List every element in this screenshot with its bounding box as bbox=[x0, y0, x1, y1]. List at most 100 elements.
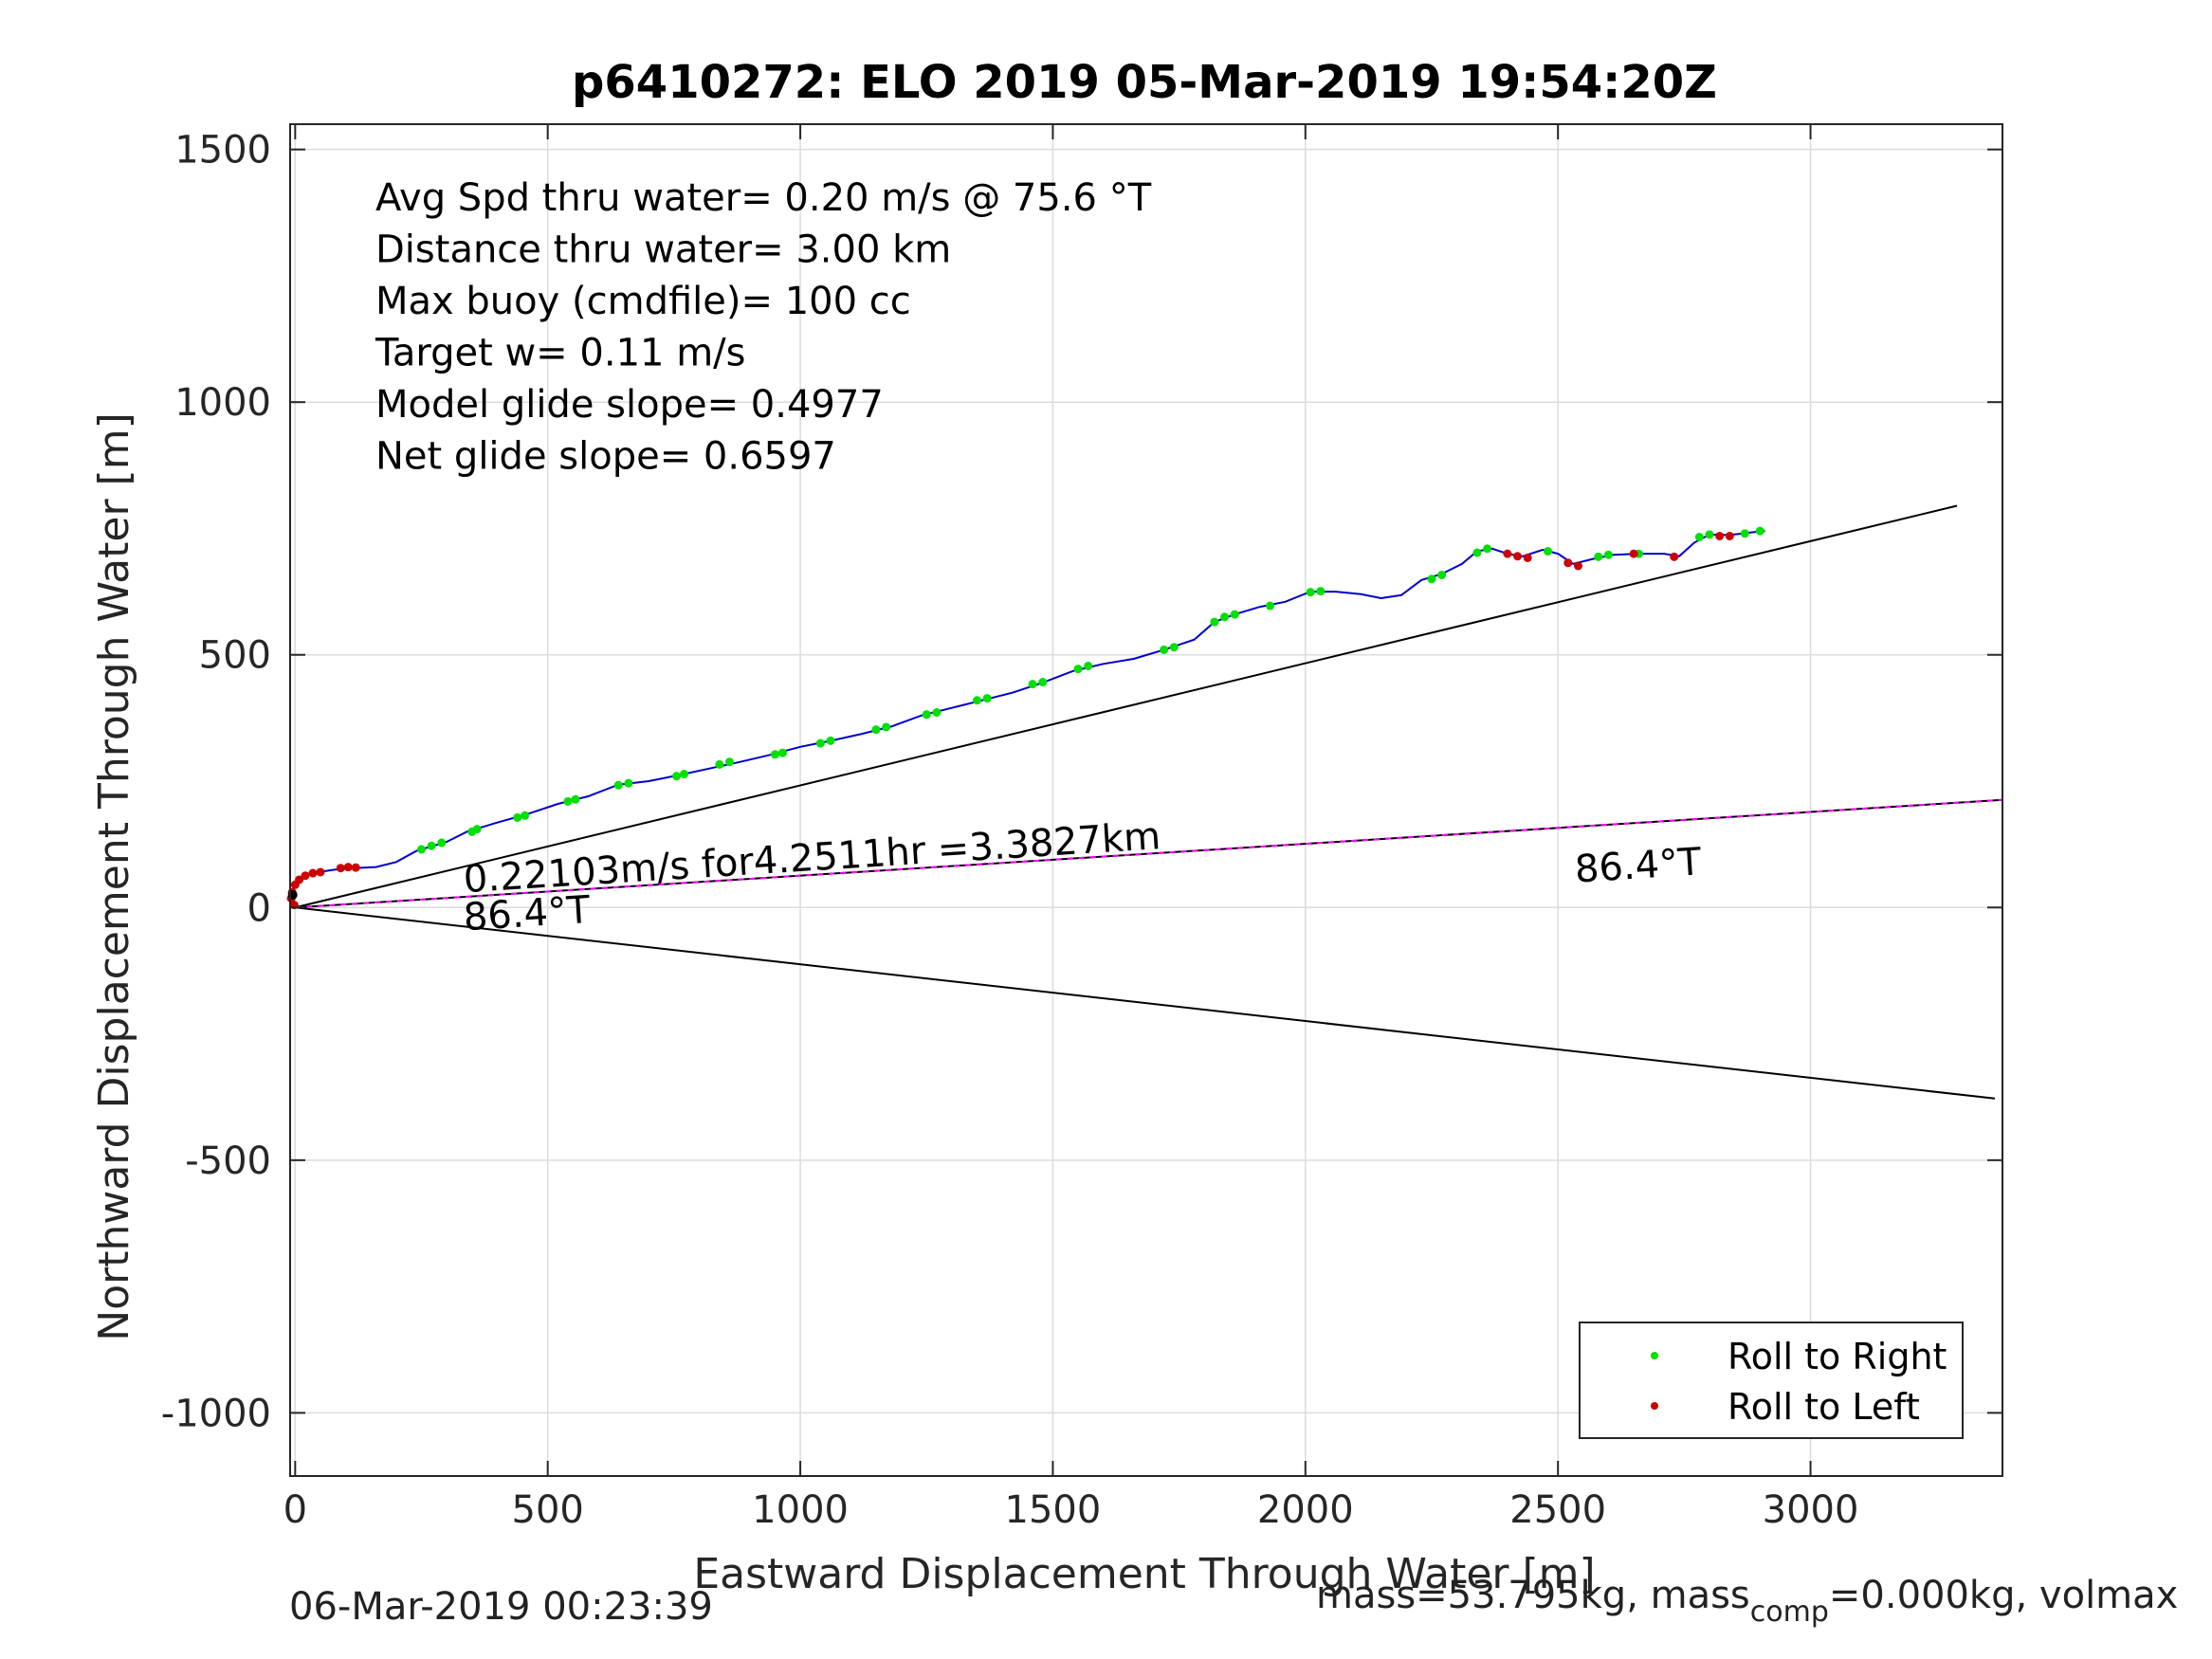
roll-point bbox=[1503, 549, 1512, 558]
info-line: Avg Spd thru water= 0.20 m/s @ 75.6 °T bbox=[375, 176, 1152, 220]
roll-point bbox=[1483, 544, 1492, 554]
x-tick-label: 2500 bbox=[1509, 1488, 1606, 1532]
info-line: Max buoy (cmdfile)= 100 cc bbox=[375, 280, 911, 323]
x-tick-label: 1000 bbox=[752, 1488, 849, 1532]
x-tick-label: 0 bbox=[283, 1488, 307, 1532]
annotations: 0.22103m/s for4.2511hr =3.3827km86.4°T86… bbox=[463, 814, 1704, 939]
roll-point bbox=[343, 863, 353, 872]
legend-marker bbox=[1651, 1352, 1658, 1359]
roll-point bbox=[427, 841, 436, 850]
roll-point bbox=[1563, 558, 1573, 568]
footer-timestamp: 06-Mar-2019 00:23:39 bbox=[289, 1585, 713, 1629]
info-line: Net glide slope= 0.6597 bbox=[375, 435, 836, 479]
x-tick-label: 500 bbox=[512, 1488, 584, 1532]
roll-point bbox=[1437, 571, 1447, 580]
roll-point bbox=[1670, 552, 1679, 561]
roll-point bbox=[1705, 530, 1714, 539]
roll-point bbox=[571, 794, 580, 804]
roll-point bbox=[826, 736, 835, 745]
legend-box bbox=[1579, 1322, 1964, 1439]
roll-point bbox=[1230, 610, 1239, 619]
legend: Roll to Right Roll to Left bbox=[1579, 1322, 1964, 1439]
roll-point bbox=[1629, 549, 1638, 558]
roll-point bbox=[1028, 680, 1037, 689]
roll-point bbox=[1316, 587, 1325, 596]
roll-point bbox=[815, 738, 825, 748]
roll-point bbox=[1740, 529, 1749, 538]
roll-point bbox=[777, 748, 787, 757]
roll-point bbox=[301, 871, 310, 881]
roll-point bbox=[1715, 531, 1725, 540]
roll-point bbox=[351, 863, 360, 872]
roll-point bbox=[1472, 548, 1482, 557]
roll-point bbox=[1266, 601, 1275, 611]
roll-point bbox=[1160, 645, 1169, 654]
roll-point bbox=[973, 696, 982, 705]
roll-point bbox=[336, 864, 345, 873]
roll-point bbox=[715, 759, 724, 769]
legend-label: Roll to Right bbox=[1728, 1336, 1947, 1377]
roll-point bbox=[1169, 643, 1179, 652]
y-tick-label: -1000 bbox=[161, 1392, 271, 1435]
axes-box bbox=[289, 123, 2003, 1477]
roll-point bbox=[308, 868, 318, 878]
roll-point bbox=[1755, 526, 1764, 536]
heading-line bbox=[295, 504, 1958, 909]
roll-point bbox=[513, 812, 522, 822]
roll-point bbox=[1544, 546, 1553, 556]
footer-mass-rest: =0.000kg, volmax bbox=[1828, 1574, 2179, 1617]
footer-mass-sub: comp bbox=[1749, 1595, 1829, 1629]
grid bbox=[290, 124, 2002, 1476]
roll-point bbox=[472, 825, 482, 834]
roll-point bbox=[1603, 550, 1613, 559]
heading-line bbox=[295, 906, 1996, 1100]
roll-point bbox=[1210, 617, 1219, 627]
x-tick-label: 1500 bbox=[1005, 1488, 1102, 1532]
roll-point bbox=[437, 838, 447, 848]
y-axis-label: Northward Displacement Through Water [m] bbox=[90, 412, 138, 1340]
roll-point bbox=[1513, 552, 1523, 561]
axis-ticks: 0 500 1000 1500 2000 2500 3000 -1000 -500 0 500 100… bbox=[161, 124, 2002, 1532]
reference-lines bbox=[295, 504, 2003, 1100]
heading-line bbox=[295, 798, 2003, 909]
x-tick-label: 3000 bbox=[1763, 1488, 1859, 1532]
roll-point bbox=[1220, 612, 1230, 622]
roll-point bbox=[417, 845, 427, 854]
y-tick-label: 500 bbox=[199, 634, 271, 678]
roll-point bbox=[672, 772, 682, 781]
roll-point bbox=[316, 867, 325, 877]
y-tick-label: -500 bbox=[185, 1139, 271, 1183]
info-line: Model glide slope= 0.4977 bbox=[375, 383, 884, 427]
annotation-label: 86.4°T bbox=[463, 888, 593, 939]
roll-point bbox=[1038, 678, 1048, 687]
roll-point bbox=[724, 757, 734, 767]
chart-title: p6410272: ELO 2019 05-Mar-2019 19:54:20Z bbox=[572, 56, 1717, 109]
roll-point bbox=[871, 725, 881, 735]
roll-point bbox=[1523, 553, 1532, 562]
legend-label: Roll to Left bbox=[1728, 1386, 1920, 1428]
roll-point bbox=[882, 722, 891, 732]
roll-point bbox=[1073, 665, 1083, 674]
roll-point bbox=[1694, 533, 1704, 542]
roll-point bbox=[932, 708, 941, 718]
roll-point bbox=[1306, 588, 1315, 597]
roll-point bbox=[613, 780, 623, 790]
roll-point bbox=[1573, 561, 1582, 571]
y-tick-label: 0 bbox=[247, 886, 271, 930]
roll-point bbox=[1594, 552, 1603, 561]
roll-point bbox=[982, 694, 992, 703]
x-tick-label: 2000 bbox=[1257, 1488, 1354, 1532]
legend-marker bbox=[1651, 1402, 1658, 1410]
roll-point bbox=[295, 875, 304, 884]
roll-point bbox=[922, 710, 931, 720]
y-tick-label: 1500 bbox=[174, 129, 271, 173]
roll-point bbox=[1725, 531, 1734, 540]
info-line: Target w= 0.11 m/s bbox=[375, 332, 745, 375]
x-axis-label: Eastward Displacement Through Water [m] bbox=[693, 1550, 1595, 1598]
roll-point bbox=[563, 796, 573, 806]
roll-point bbox=[680, 770, 689, 779]
roll-point bbox=[1084, 661, 1093, 670]
roll-point bbox=[624, 778, 633, 788]
footer-mass-text: mass=53.795kg, mass bbox=[1316, 1574, 1750, 1617]
